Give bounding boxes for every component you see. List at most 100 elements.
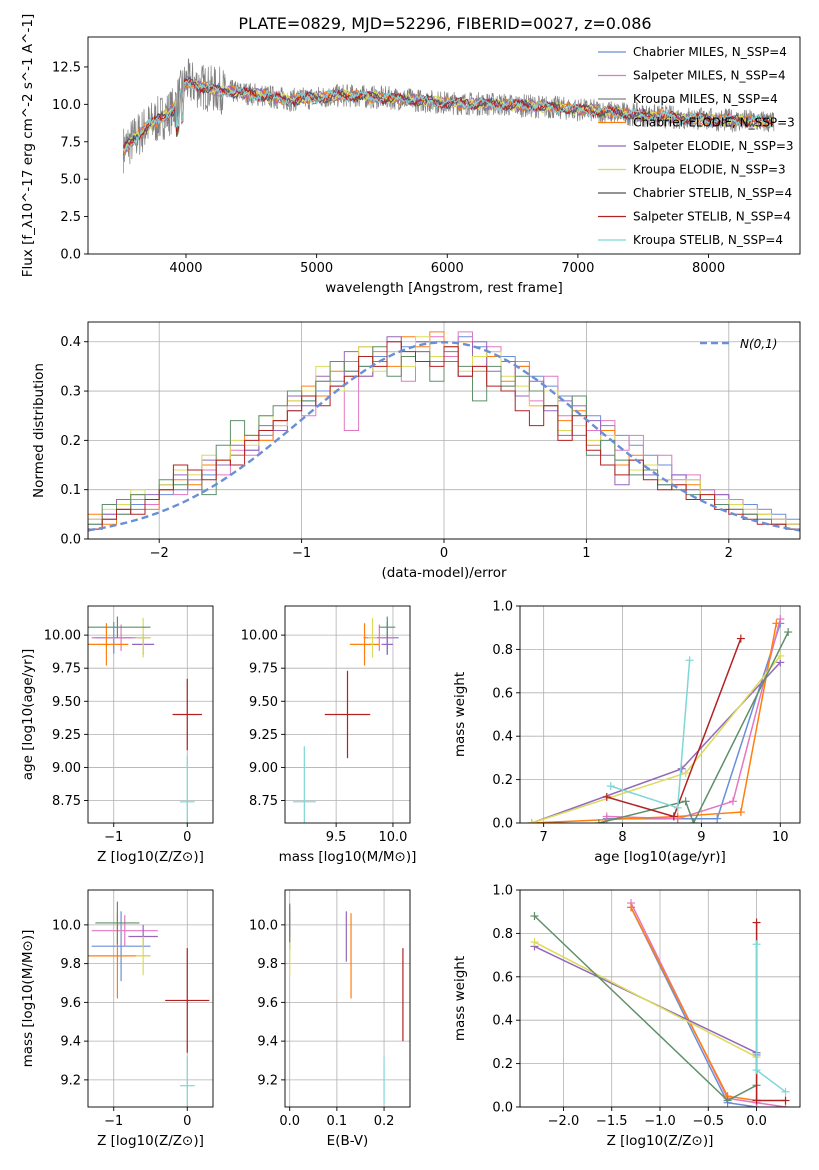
y-tick-label: 9.75 bbox=[52, 662, 81, 677]
x-tick-label: 2 bbox=[725, 546, 733, 561]
legend-label: Salpeter MILES, N_SSP=4 bbox=[633, 69, 786, 83]
plot-area-mass-vs-Z bbox=[88, 901, 210, 1107]
error-point bbox=[172, 678, 202, 751]
axes-frame bbox=[284, 605, 411, 824]
x-tick-label: −1 bbox=[292, 546, 311, 561]
legend-label: Kroupa ELODIE, N_SSP=3 bbox=[633, 163, 786, 177]
x-axis-label: Z [log10(Z/Z⊙)] bbox=[97, 1133, 204, 1149]
y-tick-label: 10.00 bbox=[44, 629, 81, 644]
y-tick-label: 0.2 bbox=[492, 773, 513, 788]
x-tick-label: 6000 bbox=[431, 261, 464, 276]
x-tick-label: 9.5 bbox=[326, 830, 347, 845]
plot-area-residuals bbox=[88, 331, 800, 539]
x-tick-label: 0 bbox=[183, 830, 191, 845]
x-axis-label: wavelength [Angstrom, rest frame] bbox=[325, 280, 563, 296]
y-tick-label: 0.2 bbox=[60, 434, 81, 449]
y-tick-label: 0.8 bbox=[492, 927, 513, 942]
residual-legend: N(0,1) bbox=[700, 337, 777, 351]
plot-area-age-vs-Z bbox=[88, 616, 202, 823]
y-tick-label: 9.4 bbox=[60, 1035, 81, 1050]
legend-label: Kroupa STELIB, N_SSP=4 bbox=[633, 233, 783, 247]
y-tick-label: 9.00 bbox=[52, 761, 81, 776]
y-tick-label: 9.25 bbox=[249, 728, 278, 743]
panel-age-vs-mass: 9.5 10.0 8.75 9.00 9.25 9.50 9.75 10.00 mass [lo… bbox=[241, 605, 417, 865]
x-tick-label: 0.0 bbox=[746, 1114, 767, 1129]
error-point bbox=[324, 670, 371, 759]
error-point bbox=[88, 623, 129, 666]
error-point bbox=[88, 616, 151, 638]
x-tick-label: 7000 bbox=[561, 261, 594, 276]
x-tick-label: 1 bbox=[582, 546, 590, 561]
panel-age-vs-Z: −1 0 8.75 9.00 9.25 9.50 9.75 10.00 Z [log10(Z/Z… bbox=[20, 605, 214, 865]
panel-weight-vs-age: 7 8 9 10 0.0 0.2 0.4 0.6 0.8 1.0 age [log10(age/yr… bbox=[452, 600, 801, 865]
y-axis-label: Normed distribution bbox=[31, 363, 47, 498]
figure-title: PLATE=0829, MJD=52296, FIBERID=0027, z=0… bbox=[238, 14, 651, 33]
error-point bbox=[91, 915, 158, 947]
error-point bbox=[135, 617, 151, 658]
error-point bbox=[179, 755, 195, 823]
y-tick-label: 0.6 bbox=[492, 970, 513, 985]
error-point bbox=[367, 617, 378, 658]
y-axis-label: mass weight bbox=[452, 956, 468, 1041]
y-tick-label: 0.1 bbox=[60, 483, 81, 498]
y-tick-label: 9.4 bbox=[257, 1035, 278, 1050]
histogram-step-line bbox=[88, 341, 800, 539]
y-tick-label: 9.8 bbox=[257, 957, 278, 972]
x-axis-label: mass [log10(M/M⊙)] bbox=[279, 849, 417, 865]
x-tick-label: 0.0 bbox=[279, 1114, 300, 1129]
weight-series-line bbox=[534, 941, 757, 1058]
y-tick-label: 0.0 bbox=[60, 533, 81, 548]
error-point bbox=[349, 623, 380, 666]
panels: 4000 5000 6000 7000 80000.02.55.07.510.012.5… bbox=[20, 14, 801, 1149]
y-tick-label: 12.5 bbox=[52, 60, 81, 75]
x-tick-label: 4000 bbox=[169, 261, 202, 276]
spectrum-legend: Chabrier MILES, N_SSP=4 Salpeter MILES, N… bbox=[598, 45, 795, 247]
x-tick-label: 0.2 bbox=[374, 1114, 395, 1129]
y-tick-label: 8.75 bbox=[249, 794, 278, 809]
x-tick-label: 0 bbox=[440, 546, 448, 561]
x-tick-label: 7 bbox=[540, 830, 548, 845]
y-tick-label: 9.75 bbox=[249, 662, 278, 677]
y-tick-label: 7.5 bbox=[60, 135, 81, 150]
y-tick-label: 9.6 bbox=[257, 996, 278, 1011]
x-tick-label: −2 bbox=[150, 546, 169, 561]
x-tick-label: −1.5 bbox=[596, 1114, 628, 1129]
x-tick-label: −2.0 bbox=[548, 1114, 580, 1129]
gaussian-reference-line bbox=[88, 340, 800, 532]
x-tick-label: 9 bbox=[697, 830, 705, 845]
y-tick-label: 10.0 bbox=[52, 98, 81, 113]
x-tick-label: 8 bbox=[618, 830, 626, 845]
y-tick-label: 2.5 bbox=[60, 210, 81, 225]
y-tick-label: 5.0 bbox=[60, 173, 81, 188]
x-tick-label: −1 bbox=[104, 1114, 123, 1129]
error-point bbox=[95, 901, 140, 945]
legend-label: Chabrier STELIB, N_SSP=4 bbox=[633, 186, 792, 200]
legend-label: Salpeter STELIB, N_SSP=4 bbox=[633, 210, 791, 224]
y-tick-label: 10.0 bbox=[249, 918, 278, 933]
x-tick-label: −0.5 bbox=[692, 1114, 724, 1129]
x-tick-label: 0.1 bbox=[327, 1114, 348, 1129]
y-tick-label: 8.75 bbox=[52, 794, 81, 809]
y-tick-label: 10.00 bbox=[241, 629, 278, 644]
y-tick-label: 9.2 bbox=[60, 1073, 81, 1088]
x-tick-label: −1 bbox=[104, 830, 123, 845]
plot-area-mass-vs-EBV bbox=[289, 903, 404, 1104]
axes-frame bbox=[519, 605, 801, 824]
y-tick-label: 9.50 bbox=[52, 695, 81, 710]
legend-label: N(0,1) bbox=[740, 337, 777, 351]
error-point bbox=[379, 616, 396, 638]
legend-label: Kroupa MILES, N_SSP=4 bbox=[633, 92, 778, 106]
y-tick-label: 0.0 bbox=[492, 1101, 513, 1116]
spectrum-model-line bbox=[123, 76, 774, 146]
y-tick-label: 9.50 bbox=[249, 695, 278, 710]
y-tick-label: 0.0 bbox=[492, 817, 513, 832]
y-tick-label: 0.4 bbox=[60, 335, 81, 350]
y-tick-label: 9.25 bbox=[52, 728, 81, 743]
x-axis-label: Z [log10(Z/Z⊙)] bbox=[97, 849, 204, 865]
panel-spectrum: 4000 5000 6000 7000 8000 0.0 2.5 5.0 7.5 10.0 12.5… bbox=[20, 14, 801, 296]
x-axis-label: Z [log10(Z/Z⊙)] bbox=[607, 1133, 714, 1149]
y-tick-label: 0.0 bbox=[60, 248, 81, 263]
legend-label: Chabrier MILES, N_SSP=4 bbox=[633, 45, 787, 59]
